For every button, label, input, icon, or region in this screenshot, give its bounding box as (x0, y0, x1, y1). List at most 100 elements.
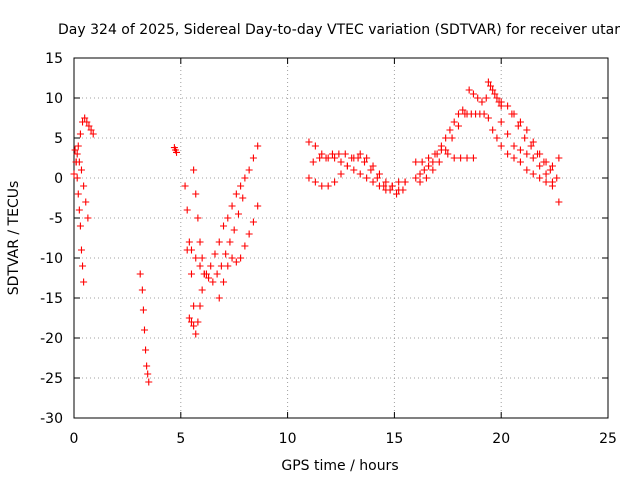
data-point (516, 158, 524, 166)
data-point (309, 158, 317, 166)
data-point (484, 114, 492, 122)
data-point (497, 142, 505, 150)
data-point (491, 90, 499, 98)
data-point (245, 230, 253, 238)
data-point (431, 150, 439, 158)
data-point (194, 318, 202, 326)
data-point (542, 170, 550, 178)
data-point (450, 154, 458, 162)
data-point (84, 214, 92, 222)
data-point (190, 166, 198, 174)
x-tick-label: 15 (385, 431, 403, 447)
data-point (382, 178, 390, 186)
series-sat-k (305, 138, 409, 194)
data-point (463, 154, 471, 162)
series-sat-d (136, 270, 153, 386)
data-point (190, 322, 198, 330)
y-tick-label: -15 (40, 291, 63, 307)
data-point (241, 242, 249, 250)
series-sat-j (185, 314, 198, 330)
data-point (337, 158, 345, 166)
data-point (510, 154, 518, 162)
grid (74, 58, 608, 418)
data-point (80, 182, 88, 190)
data-point (521, 134, 529, 142)
data-point (311, 178, 319, 186)
data-point (416, 178, 424, 186)
data-point (305, 174, 313, 182)
y-tick-label: -30 (40, 411, 63, 427)
data-point (380, 182, 388, 190)
data-point (457, 154, 465, 162)
data-point (478, 98, 486, 106)
data-point (529, 154, 537, 162)
data-point (348, 154, 356, 162)
data-point (192, 330, 200, 338)
data-point (523, 166, 531, 174)
data-point (81, 114, 89, 122)
series-sat-l (305, 150, 409, 194)
data-point (80, 278, 88, 286)
data-point (442, 134, 450, 142)
data-point (555, 154, 563, 162)
series-sat-b (72, 158, 88, 286)
series-sat-v (497, 142, 556, 186)
y-tick-label: -20 (40, 331, 63, 347)
data-point (388, 182, 396, 190)
data-point (173, 148, 181, 156)
data-point (75, 206, 83, 214)
data-point (241, 174, 249, 182)
data-point (469, 90, 477, 98)
data-point (232, 258, 240, 266)
data-point (74, 142, 82, 150)
y-tick-label: 0 (54, 171, 63, 187)
data-point (369, 162, 377, 170)
data-point (425, 162, 433, 170)
series-sat-w (508, 110, 561, 182)
data-point (420, 166, 428, 174)
data-point (480, 110, 488, 118)
data-point (73, 150, 81, 158)
data-point (429, 166, 437, 174)
data-point (239, 194, 247, 202)
data-point (77, 246, 85, 254)
data-point (71, 146, 79, 154)
data-point (324, 182, 332, 190)
data-point (245, 166, 253, 174)
data-point (187, 270, 195, 278)
data-point (205, 274, 213, 282)
data-point (318, 150, 326, 158)
data-point (220, 278, 228, 286)
data-point (553, 174, 561, 182)
data-point (77, 166, 85, 174)
data-point (140, 326, 148, 334)
data-point (85, 122, 93, 130)
data-point (222, 250, 230, 258)
data-point (459, 106, 467, 114)
data-point (454, 110, 462, 118)
data-point (546, 166, 554, 174)
data-point (465, 86, 473, 94)
data-point (190, 302, 198, 310)
data-point (316, 154, 324, 162)
data-point (194, 214, 202, 222)
data-point (215, 294, 223, 302)
data-point (83, 118, 91, 126)
data-point (185, 314, 193, 322)
data-point (79, 262, 87, 270)
data-point (311, 142, 319, 150)
data-point (489, 126, 497, 134)
data-point (534, 150, 542, 158)
data-point (536, 174, 544, 182)
data-point (484, 78, 492, 86)
data-point (73, 174, 81, 182)
data-point (375, 170, 383, 178)
data-point (232, 190, 240, 198)
series-sat-r (467, 110, 501, 142)
data-point (87, 126, 95, 134)
data-point (401, 178, 409, 186)
data-point (504, 150, 512, 158)
data-point (226, 238, 234, 246)
data-point (196, 262, 204, 270)
series-sat-c (71, 146, 92, 222)
